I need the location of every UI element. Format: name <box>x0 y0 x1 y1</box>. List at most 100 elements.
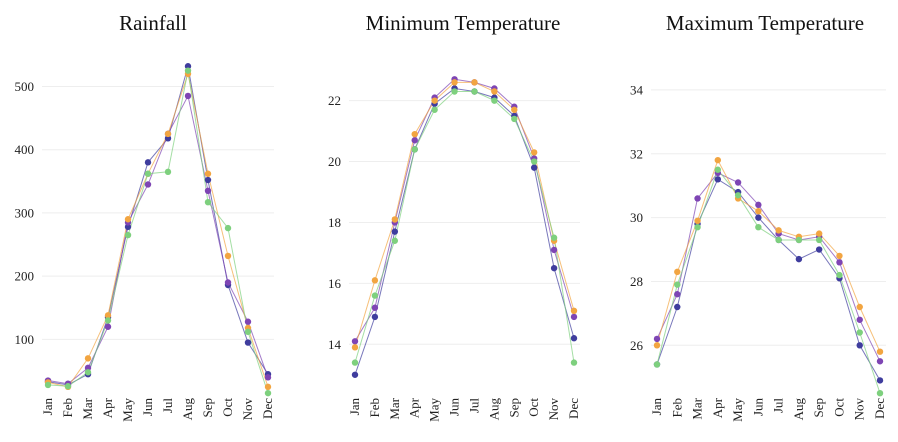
series-line <box>656 172 881 362</box>
data-point <box>511 115 518 123</box>
data-point <box>714 166 722 173</box>
y-tick-label: 28 <box>630 274 643 289</box>
data-point <box>224 224 232 232</box>
data-point <box>530 149 538 156</box>
data-point <box>371 313 379 321</box>
data-point <box>836 271 843 279</box>
data-point <box>184 92 192 100</box>
data-point <box>244 339 252 346</box>
data-point <box>530 158 538 165</box>
data-point <box>471 88 478 95</box>
series-line <box>354 87 575 375</box>
x-tick-label: Jul <box>771 398 786 414</box>
data-point <box>104 317 112 324</box>
data-point <box>755 201 762 209</box>
data-point <box>84 355 92 362</box>
x-tick-label: Apr <box>100 397 115 418</box>
data-point <box>124 231 132 239</box>
data-point <box>204 170 212 177</box>
data-point <box>431 97 438 104</box>
data-point <box>755 214 762 221</box>
x-tick-label: Mar <box>690 397 705 419</box>
data-point <box>411 146 418 153</box>
x-tick-label: Nov <box>240 398 255 421</box>
data-point <box>876 358 884 365</box>
x-tick-label: Jul <box>160 398 175 414</box>
data-point <box>491 97 498 104</box>
y-tick-label: 18 <box>328 215 341 230</box>
data-point <box>653 342 661 349</box>
data-point <box>164 130 172 138</box>
data-point <box>471 79 478 86</box>
x-tick-label: Jun <box>447 398 462 417</box>
x-tick-label: Feb <box>367 398 382 418</box>
x-tick-label: Dec <box>566 398 581 419</box>
data-point <box>204 176 212 184</box>
y-tick-label: 400 <box>15 142 35 157</box>
x-tick-label: Jan <box>40 398 55 416</box>
data-point <box>530 164 538 171</box>
x-tick-label: May <box>730 398 745 422</box>
y-tick-label: 34 <box>630 82 644 97</box>
data-point <box>876 389 884 397</box>
x-tick-label: Apr <box>710 397 725 418</box>
data-point <box>570 307 578 315</box>
y-tick-label: 16 <box>328 276 342 291</box>
data-point <box>351 344 359 351</box>
y-tick-label: 200 <box>15 269 35 284</box>
data-point <box>371 292 379 299</box>
data-point <box>876 377 884 384</box>
data-point <box>694 195 701 202</box>
data-point <box>391 216 399 223</box>
data-point <box>815 236 823 244</box>
x-tick-label: Mar <box>80 397 95 419</box>
data-point <box>264 389 272 397</box>
data-point <box>674 291 681 298</box>
series-line <box>47 71 269 388</box>
data-point <box>351 338 359 345</box>
data-point <box>755 223 762 231</box>
chart-title: Minimum Temperature <box>366 11 561 35</box>
y-tick-label: 300 <box>15 205 35 220</box>
data-point <box>734 192 742 199</box>
data-point <box>550 234 558 241</box>
x-tick-label: Aug <box>180 398 195 421</box>
data-point <box>124 223 132 231</box>
chart-panel-1: Rainfall 100 200 300 400 500 Jan Feb Mar Apr May Ju… <box>15 11 276 422</box>
data-point <box>714 176 722 183</box>
data-point <box>264 374 272 381</box>
y-tick-label: 30 <box>630 210 643 225</box>
data-point <box>550 246 558 254</box>
data-point <box>570 359 578 366</box>
data-point <box>856 316 863 323</box>
data-point <box>164 168 172 176</box>
data-point <box>674 268 681 276</box>
data-point <box>204 198 212 206</box>
y-tick-label: 14 <box>328 337 342 352</box>
data-point <box>411 137 418 144</box>
data-point <box>184 63 192 70</box>
data-point <box>775 236 782 244</box>
series-line <box>354 91 575 363</box>
x-tick-label: Jun <box>750 398 765 417</box>
data-point <box>371 304 379 311</box>
data-point <box>755 208 762 215</box>
series-line <box>354 78 575 342</box>
x-tick-label: Oct <box>220 398 235 417</box>
data-point <box>144 159 152 166</box>
x-tick-label: Mar <box>387 397 402 419</box>
y-tick-label: 100 <box>15 332 35 347</box>
series-line <box>656 158 881 352</box>
series-line <box>656 178 881 381</box>
x-tick-label: Apr <box>407 397 422 418</box>
data-point <box>431 106 438 113</box>
series-line <box>47 66 269 386</box>
data-point <box>64 383 72 390</box>
series-line <box>354 81 575 348</box>
x-tick-label: Jul <box>466 398 481 414</box>
data-point <box>856 329 863 336</box>
data-point <box>204 187 212 194</box>
data-point <box>491 88 498 95</box>
data-point <box>164 135 172 142</box>
